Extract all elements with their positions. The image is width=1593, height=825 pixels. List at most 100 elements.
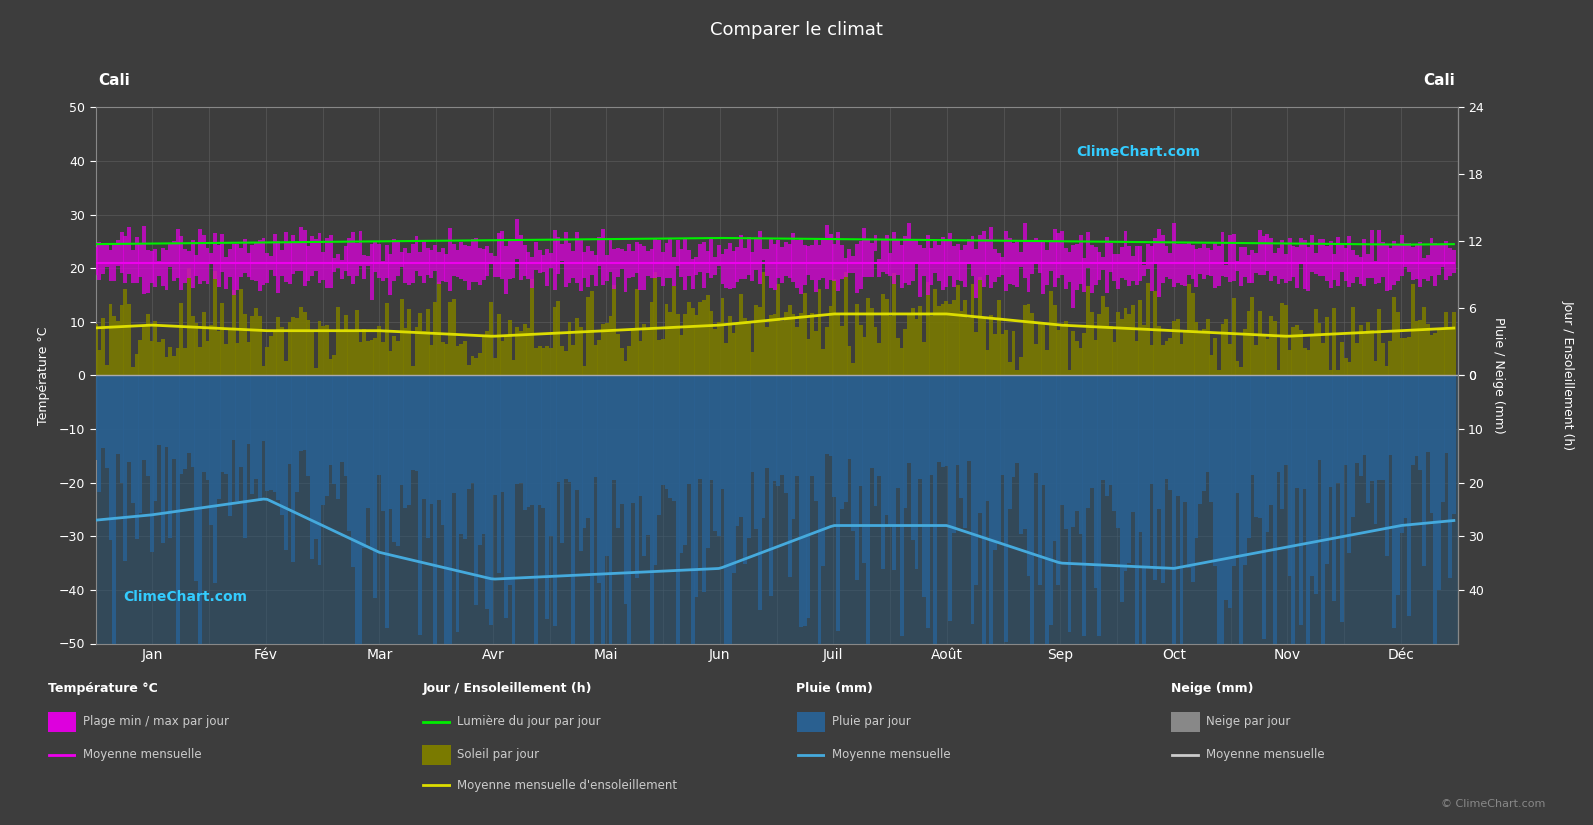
Bar	[728, 375, 731, 644]
Bar	[736, 375, 739, 526]
Bar	[108, 250, 113, 280]
Bar	[1075, 243, 1078, 290]
Bar	[236, 243, 239, 290]
Bar	[1176, 319, 1180, 375]
Bar	[922, 342, 926, 375]
Bar	[765, 249, 769, 276]
Bar	[594, 375, 597, 477]
Bar	[508, 320, 511, 375]
Bar	[430, 375, 433, 503]
Bar	[127, 375, 131, 462]
Bar	[1228, 235, 1231, 281]
Bar	[545, 375, 550, 620]
Bar	[742, 248, 747, 280]
Bar	[859, 375, 862, 487]
Bar	[553, 230, 556, 290]
Bar	[1337, 370, 1340, 375]
Bar	[586, 246, 589, 287]
Bar	[556, 301, 561, 375]
Bar	[836, 232, 840, 290]
Bar	[1101, 257, 1106, 270]
Bar	[709, 375, 714, 480]
Bar	[975, 332, 978, 375]
Y-axis label: Température °C: Température °C	[37, 326, 51, 425]
Bar	[653, 238, 658, 278]
Bar	[284, 361, 288, 375]
Bar	[344, 375, 347, 476]
Bar	[534, 243, 538, 270]
Bar	[906, 223, 911, 285]
Bar	[239, 289, 244, 375]
Bar	[444, 344, 448, 375]
Bar	[933, 289, 937, 375]
Bar	[1004, 330, 1008, 375]
Bar	[881, 239, 884, 272]
Bar	[784, 313, 789, 375]
Bar	[642, 375, 647, 555]
Bar	[1214, 338, 1217, 375]
Bar	[1434, 375, 1437, 644]
Bar	[1176, 375, 1180, 497]
Bar	[1048, 290, 1053, 375]
Bar	[1262, 375, 1265, 639]
Bar	[225, 375, 228, 474]
Bar	[1117, 254, 1120, 290]
Bar	[750, 352, 755, 375]
Bar	[1231, 234, 1236, 280]
Bar	[100, 375, 105, 448]
Bar	[1106, 375, 1109, 497]
Bar	[981, 375, 986, 644]
Bar	[1112, 342, 1117, 375]
Bar	[550, 347, 553, 375]
Bar	[964, 299, 967, 375]
Bar	[1195, 322, 1198, 375]
Bar	[314, 238, 317, 271]
Bar	[851, 375, 855, 530]
Bar	[728, 243, 731, 289]
Bar	[1298, 330, 1303, 375]
Bar	[481, 375, 486, 534]
Bar	[1276, 375, 1281, 472]
Bar	[1415, 322, 1418, 375]
Bar	[1012, 243, 1015, 285]
Bar	[400, 375, 403, 485]
Bar	[623, 361, 628, 375]
Bar	[1403, 243, 1407, 267]
Bar	[436, 282, 441, 375]
Bar	[1418, 320, 1423, 375]
Bar	[1026, 304, 1031, 375]
Bar	[642, 246, 647, 290]
Text: Lumière du jour par jour: Lumière du jour par jour	[457, 715, 601, 728]
Bar	[250, 316, 255, 375]
Bar	[422, 331, 425, 375]
Bar	[1384, 366, 1389, 375]
Bar	[1231, 299, 1236, 375]
Bar	[1356, 343, 1359, 375]
Bar	[1314, 375, 1317, 594]
Bar	[776, 239, 781, 278]
Bar	[761, 375, 766, 518]
Bar	[1251, 297, 1254, 375]
Bar	[720, 298, 725, 375]
Bar	[1370, 375, 1373, 481]
Bar	[1314, 309, 1317, 375]
Bar	[1306, 351, 1311, 375]
Bar	[1008, 375, 1012, 508]
Text: Moyenne mensuelle d'ensoleillement: Moyenne mensuelle d'ensoleillement	[457, 779, 677, 792]
Bar	[284, 232, 288, 282]
Bar	[761, 249, 766, 260]
Bar	[1142, 325, 1145, 375]
Bar	[135, 237, 139, 283]
Bar	[444, 253, 448, 282]
Bar	[161, 339, 164, 375]
Bar	[470, 356, 475, 375]
Bar	[94, 375, 97, 460]
Bar	[1123, 375, 1128, 571]
Bar	[1179, 375, 1184, 644]
Bar	[620, 348, 624, 375]
Bar	[862, 228, 867, 277]
Bar	[945, 375, 948, 466]
Bar	[303, 230, 306, 285]
Bar	[765, 375, 769, 468]
Bar	[1411, 375, 1415, 465]
